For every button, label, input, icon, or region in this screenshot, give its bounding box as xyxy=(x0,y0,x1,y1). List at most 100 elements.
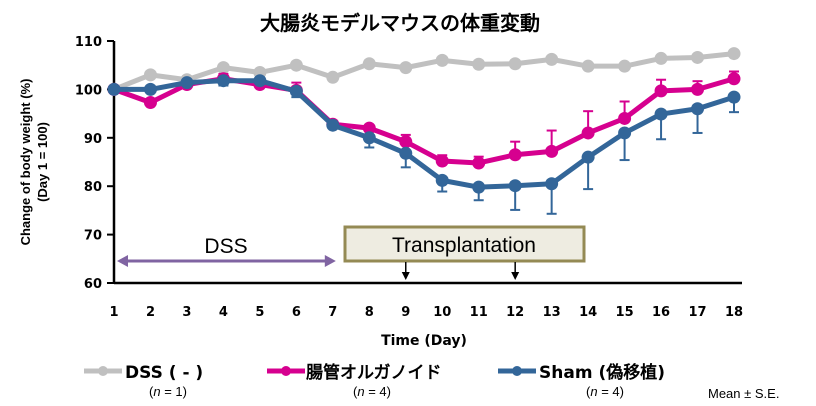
line-organoid xyxy=(113,76,735,166)
point-dss xyxy=(727,47,741,61)
legend-marker-dss xyxy=(98,366,108,376)
y-axis-label-line1: Change of body weight (%) xyxy=(18,79,33,246)
point-organoid xyxy=(143,95,157,109)
point-organoid xyxy=(654,84,668,98)
x-tick-label: 12 xyxy=(506,305,524,320)
point-dss xyxy=(143,68,157,82)
transplant-arrow-head xyxy=(401,272,410,280)
x-tick-label: 18 xyxy=(725,305,743,320)
point-organoid xyxy=(581,126,595,140)
x-axis-label: Time (Day) xyxy=(381,333,467,349)
dss-period-label: DSS xyxy=(204,235,247,258)
legend-item-organoid: 腸管オルガノイド (n = 4) xyxy=(267,362,442,399)
dss-arrow-head-left xyxy=(117,255,128,267)
point-sham xyxy=(545,177,559,191)
x-tick-label: 3 xyxy=(182,305,191,320)
x-tick-label: 6 xyxy=(292,305,301,320)
x-tick-label: 1 xyxy=(109,305,118,320)
legend-marker-organoid xyxy=(281,366,291,376)
y-tick-label: 100 xyxy=(75,83,102,98)
transplantation-label: Transplantation xyxy=(392,234,536,257)
legend: DSS ( - ) (n = 1) 腸管オルガノイド (n = 4) Sham … xyxy=(84,362,779,401)
point-organoid xyxy=(691,82,705,96)
x-tick-label: 17 xyxy=(688,305,706,320)
x-tick-label: 13 xyxy=(543,305,561,320)
point-sham xyxy=(143,82,157,96)
footnote-mean-se: Mean ± S.E. xyxy=(708,386,779,401)
point-sham xyxy=(654,107,668,121)
point-organoid xyxy=(472,156,486,170)
x-tick-label: 14 xyxy=(579,305,597,320)
point-dss xyxy=(545,52,559,66)
y-tick-label: 90 xyxy=(84,132,102,147)
point-sham xyxy=(289,84,303,98)
point-sham xyxy=(253,74,267,88)
point-sham xyxy=(581,150,595,164)
point-organoid xyxy=(618,111,632,125)
point-organoid xyxy=(545,144,559,158)
legend-marker-sham xyxy=(512,366,522,376)
chart-title: 大腸炎モデルマウスの体重変動 xyxy=(260,11,540,35)
legend-item-dss: DSS ( - ) (n = 1) xyxy=(84,363,203,399)
point-dss xyxy=(362,57,376,71)
series-group xyxy=(107,47,741,215)
legend-label-sham: Sham (偽移植) xyxy=(539,362,665,383)
point-dss xyxy=(472,57,486,71)
x-tick-label: 15 xyxy=(616,305,634,320)
legend-item-sham: Sham (偽移植) (n = 4) xyxy=(498,362,665,399)
point-sham xyxy=(508,179,522,193)
point-dss xyxy=(399,61,413,75)
point-sham xyxy=(691,102,705,116)
series-sham xyxy=(107,74,741,215)
legend-n-organoid: (n = 4) xyxy=(353,384,391,399)
x-tick-label: 16 xyxy=(652,305,670,320)
legend-label-dss: DSS ( - ) xyxy=(125,363,203,383)
point-sham xyxy=(435,173,449,187)
line-sham xyxy=(114,78,735,190)
y-axis-label: Change of body weight (%) (Day 1 = 100) xyxy=(18,79,50,246)
y-axis-label-line2: (Day 1 = 100) xyxy=(35,122,50,202)
x-tick-label: 8 xyxy=(365,305,374,320)
point-sham xyxy=(618,126,632,140)
point-sham xyxy=(107,82,121,96)
x-tick-label: 9 xyxy=(401,305,410,320)
point-sham xyxy=(362,131,376,145)
point-organoid xyxy=(508,148,522,162)
x-tick-label: 7 xyxy=(328,305,337,320)
dss-period-arrow xyxy=(117,255,336,267)
point-sham xyxy=(472,180,486,194)
x-tick-label: 10 xyxy=(433,305,451,320)
axes xyxy=(112,41,742,285)
point-organoid xyxy=(727,72,741,86)
point-organoid xyxy=(435,154,449,168)
point-dss xyxy=(508,57,522,71)
point-sham xyxy=(727,90,741,104)
y-ticks: 60 70 80 90 100 110 xyxy=(75,35,114,292)
dss-arrow-head-right xyxy=(324,255,336,267)
point-sham xyxy=(180,76,194,90)
point-dss xyxy=(289,58,303,72)
point-organoid xyxy=(399,135,413,149)
transplant-arrow-head xyxy=(511,272,520,280)
point-organoid xyxy=(362,121,376,135)
x-tick-label: 2 xyxy=(146,305,155,320)
y-tick-label: 110 xyxy=(75,35,102,50)
annotations: DSS Transplantation xyxy=(117,225,586,280)
legend-label-organoid: 腸管オルガノイド xyxy=(306,362,442,383)
series-dss xyxy=(107,47,741,96)
x-ticks: 1 2 3 4 5 6 7 8 9 10 11 12 13 14 15 16 17 18 xyxy=(109,305,743,320)
legend-n-sham: (n = 4) xyxy=(586,384,624,399)
point-dss xyxy=(435,53,449,67)
point-dss xyxy=(581,59,595,73)
x-tick-label: 11 xyxy=(470,305,488,320)
point-dss xyxy=(654,51,668,65)
point-dss xyxy=(326,70,340,84)
point-dss xyxy=(691,50,705,64)
transplantation-box xyxy=(343,225,586,263)
point-sham xyxy=(216,74,230,88)
y-tick-label: 80 xyxy=(84,180,102,195)
y-tick-label: 60 xyxy=(84,277,102,292)
x-tick-label: 5 xyxy=(255,305,264,320)
point-sham xyxy=(399,146,413,160)
